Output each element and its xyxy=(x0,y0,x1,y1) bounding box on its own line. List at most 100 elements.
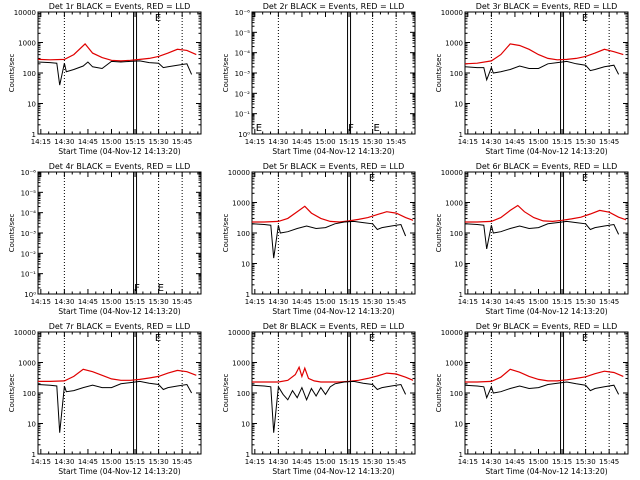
x-tick-label: 14:15 xyxy=(458,298,478,306)
y-tick-label: 1000 xyxy=(445,200,463,208)
y-tick-label: 10 xyxy=(27,421,36,429)
plot-frame xyxy=(251,11,416,135)
y-axis-label: Counts/sec xyxy=(435,54,443,93)
x-tick-label: 14:30 xyxy=(481,298,501,306)
x-axis-label: Start Time (04-Nov-12 14:13:20) xyxy=(485,467,607,476)
lld-series-line xyxy=(37,43,197,62)
x-axis-label: Start Time (04-Nov-12 14:13:20) xyxy=(485,307,607,316)
y-tick-label: 1 xyxy=(459,291,463,299)
segment-flag-marker: E xyxy=(158,283,164,294)
y-tick-label: 1000 xyxy=(18,40,36,48)
lld-series-line xyxy=(465,204,627,223)
x-tick-label: 15:30 xyxy=(363,458,383,466)
y-tick-label: 10000 xyxy=(441,9,463,17)
y-tick-label: 10⁰ xyxy=(238,131,250,139)
x-tick-label: 14:45 xyxy=(78,458,98,466)
events-series-line xyxy=(37,380,193,433)
y-tick-label: 10 xyxy=(454,261,463,269)
x-tick-label: 14:30 xyxy=(54,458,74,466)
x-tick-label: 15:00 xyxy=(101,138,121,146)
plot-frame xyxy=(251,171,416,295)
events-series-line xyxy=(464,220,620,249)
y-tick-label: 100 xyxy=(237,390,250,398)
detector-panel-2: Det 2r BLACK = Events, RED = LLD 10⁰ 10⁻¹ 1… xyxy=(222,2,416,156)
x-axis-label: Start Time (04-Nov-12 14:13:20) xyxy=(58,307,180,316)
x-tick-label: 15:15 xyxy=(339,458,359,466)
y-tick-label: 10000 xyxy=(228,169,250,177)
y-tick-label: 10000 xyxy=(441,169,463,177)
panel-title: Det 1r BLACK = Events, RED = LLD xyxy=(49,2,191,11)
x-tick-label: 15:30 xyxy=(576,298,596,306)
detector-panel-1: Det 1r BLACK = Events, RED = LLD 1 10 100 10… xyxy=(8,2,202,156)
x-tick-label: 15:15 xyxy=(125,458,145,466)
y-axis-label: Counts/sec xyxy=(8,54,16,93)
y-tick-label: 10⁰ xyxy=(24,291,36,299)
detector-panel-3: Det 3r BLACK = Events, RED = LLD 1 10 100 10… xyxy=(435,2,629,156)
panel-title: Det 5r BLACK = Events, RED = LLD xyxy=(263,162,405,171)
segment-flag-marker: F xyxy=(134,283,140,294)
x-tick-label: 15:15 xyxy=(125,298,145,306)
x-tick-label: 14:45 xyxy=(78,138,98,146)
plot-frame xyxy=(251,331,416,455)
x-tick-label: 14:45 xyxy=(505,298,525,306)
events-series-line xyxy=(37,60,193,86)
y-tick-label: 10000 xyxy=(14,329,36,337)
lld-series-line xyxy=(38,368,197,382)
x-tick-label: 15:00 xyxy=(528,298,548,306)
segment-flag-marker: E xyxy=(582,173,588,184)
y-tick-label: 100 xyxy=(450,70,463,78)
y-tick-label: 10⁻² xyxy=(21,250,37,258)
x-tick-label: 15:30 xyxy=(149,298,169,306)
events-series-line xyxy=(464,381,620,400)
y-tick-label: 1 xyxy=(459,451,463,459)
events-series-line xyxy=(251,380,407,433)
y-tick-label: 1 xyxy=(246,451,250,459)
y-tick-label: 10 xyxy=(241,421,250,429)
y-tick-label: 1000 xyxy=(232,200,250,208)
segment-flag-marker: E xyxy=(155,333,161,344)
x-tick-label: 14:15 xyxy=(458,138,478,146)
y-tick-label: 10 xyxy=(241,261,250,269)
x-axis-label: Start Time (04-Nov-12 14:13:20) xyxy=(58,147,180,156)
x-tick-label: 15:15 xyxy=(552,138,572,146)
y-tick-label: 10000 xyxy=(14,9,36,17)
x-tick-label: 15:30 xyxy=(576,458,596,466)
panel-title: Det 2r BLACK = Events, RED = LLD xyxy=(263,2,405,11)
lld-series-line xyxy=(464,43,624,65)
x-tick-label: 14:30 xyxy=(54,138,74,146)
y-tick-label: 10⁻⁵ xyxy=(21,189,37,197)
events-series-line xyxy=(251,220,407,259)
x-tick-label: 15:15 xyxy=(339,298,359,306)
x-tick-label: 14:15 xyxy=(245,298,265,306)
detector-panel-7: Det 7r BLACK = Events, RED = LLD 1 10 100 10… xyxy=(8,322,202,476)
x-tick-label: 14:15 xyxy=(458,458,478,466)
segment-flag-marker: F xyxy=(348,123,354,134)
x-tick-label: 15:45 xyxy=(172,458,192,466)
detector-panel-4: Det 4r BLACK = Events, RED = LLD 10⁰ 10⁻¹ 1… xyxy=(8,162,202,316)
x-tick-label: 15:45 xyxy=(386,458,406,466)
plot-frame xyxy=(464,331,629,455)
y-tick-label: 100 xyxy=(237,230,250,238)
segment-flag-marker: E xyxy=(155,13,161,24)
x-tick-label: 15:30 xyxy=(363,298,383,306)
x-tick-label: 14:30 xyxy=(268,138,288,146)
x-tick-label: 14:30 xyxy=(268,458,288,466)
x-axis-label: Start Time (04-Nov-12 14:13:20) xyxy=(272,307,394,316)
x-axis-label: Start Time (04-Nov-12 14:13:20) xyxy=(58,467,180,476)
y-tick-label: 1 xyxy=(32,131,36,139)
x-axis-label: Start Time (04-Nov-12 14:13:20) xyxy=(272,467,394,476)
y-axis-label: Counts/sec xyxy=(222,54,230,93)
x-tick-label: 14:45 xyxy=(292,138,312,146)
events-series-line xyxy=(464,60,620,82)
x-tick-label: 15:30 xyxy=(576,138,596,146)
plot-frame xyxy=(37,331,202,455)
x-tick-label: 14:30 xyxy=(54,298,74,306)
x-tick-label: 15:15 xyxy=(552,458,572,466)
plot-frame xyxy=(37,171,202,295)
x-tick-label: 15:45 xyxy=(599,458,619,466)
lld-series-line xyxy=(252,365,414,383)
y-tick-label: 10⁻³ xyxy=(235,70,251,78)
x-axis-label: Start Time (04-Nov-12 14:13:20) xyxy=(485,147,607,156)
segment-flag-marker: E xyxy=(582,333,588,344)
